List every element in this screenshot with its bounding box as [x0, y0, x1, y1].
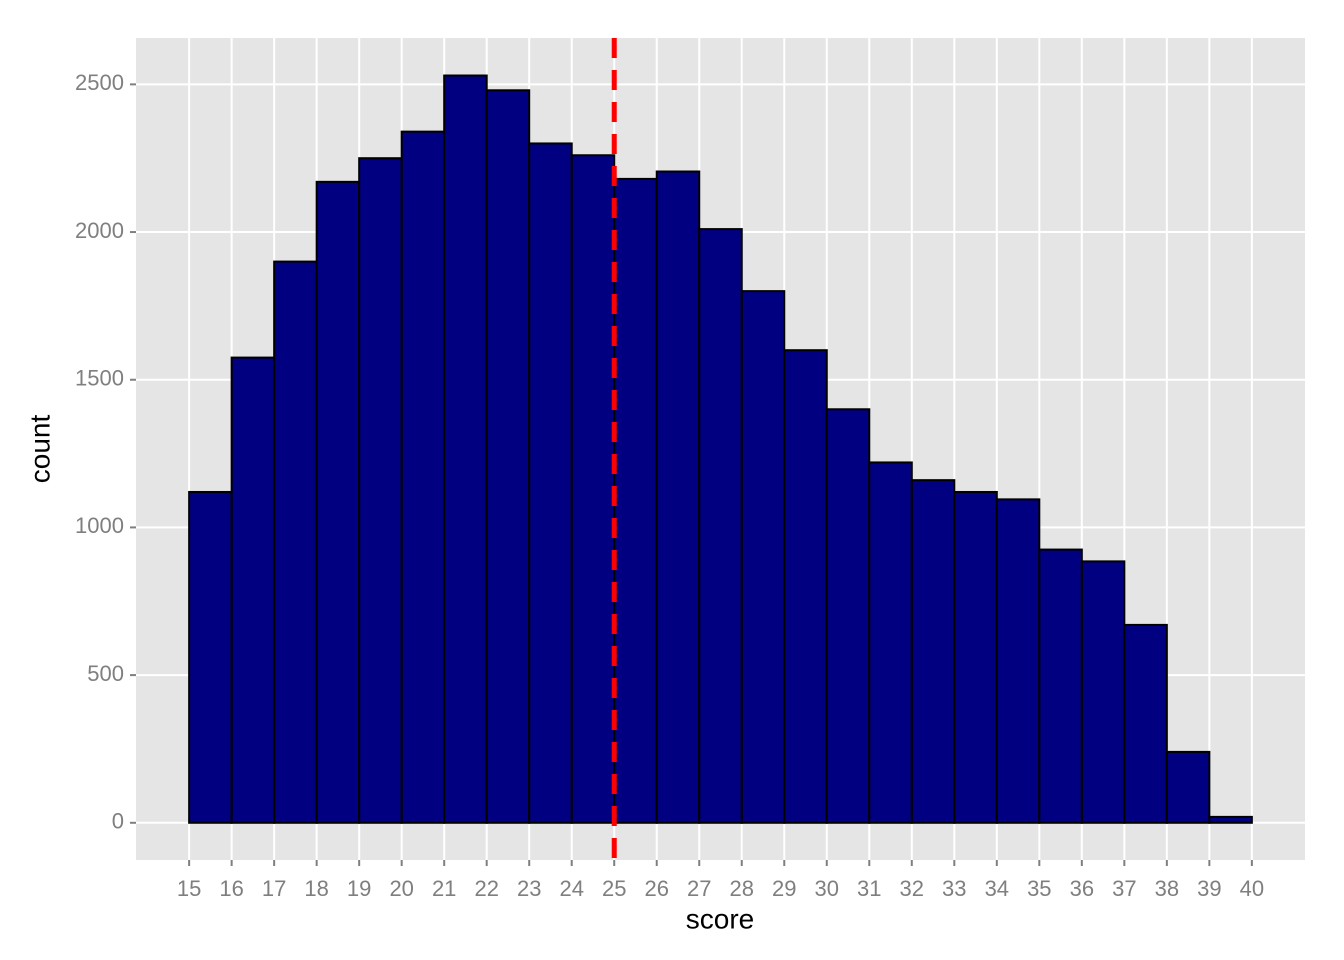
bar: [230, 356, 276, 824]
bar: [868, 461, 913, 824]
y-tick-label: 2000: [75, 218, 124, 243]
x-tick-label: 16: [219, 876, 243, 901]
y-tick-label: 0: [112, 809, 124, 834]
bar: [740, 290, 786, 824]
x-tick-label: 18: [304, 876, 328, 901]
x-tick-label: 15: [177, 876, 201, 901]
x-tick-label: 39: [1197, 876, 1221, 901]
y-tick-label: 1500: [75, 366, 124, 391]
x-axis-title: score: [686, 903, 754, 934]
x-tick-label: 20: [389, 876, 413, 901]
x-tick-label: 34: [985, 876, 1009, 901]
x-tick-label: 23: [517, 876, 541, 901]
bar: [315, 180, 361, 824]
x-tick-label: 33: [942, 876, 966, 901]
bar: [1038, 548, 1083, 824]
x-tick-label: 21: [432, 876, 456, 901]
bar: [655, 170, 701, 824]
bar: [358, 157, 403, 824]
x-tick-label: 35: [1027, 876, 1051, 901]
x-tick-label: 36: [1070, 876, 1094, 901]
x-tick-label: 19: [347, 876, 371, 901]
x-tick-label: 31: [857, 876, 881, 901]
y-tick-label: 500: [87, 661, 124, 686]
x-tick-label: 22: [474, 876, 498, 901]
bar: [443, 74, 488, 824]
bar: [1080, 560, 1126, 824]
bar: [570, 154, 616, 824]
bar: [1165, 750, 1211, 824]
x-tick-label: 37: [1112, 876, 1136, 901]
bar: [1208, 815, 1253, 824]
bar: [1123, 623, 1168, 824]
bar: [273, 260, 318, 824]
x-tick-label: 40: [1240, 876, 1264, 901]
x-tick-label: 27: [687, 876, 711, 901]
x-tick-label: 32: [900, 876, 924, 901]
bar: [995, 498, 1041, 824]
bar: [910, 479, 956, 824]
y-tick-label: 1000: [75, 513, 124, 538]
x-tick-label: 24: [559, 876, 583, 901]
bar: [698, 228, 743, 824]
bar: [953, 490, 998, 824]
bar: [485, 89, 531, 824]
bar: [783, 349, 828, 824]
x-tick-label: 29: [772, 876, 796, 901]
x-tick-label: 30: [815, 876, 839, 901]
x-tick-label: 38: [1155, 876, 1179, 901]
x-tick-label: 25: [602, 876, 626, 901]
x-tick-label: 28: [730, 876, 754, 901]
bar: [825, 408, 871, 824]
x-tick-label: 26: [644, 876, 668, 901]
bar: [400, 130, 446, 824]
y-axis-title: count: [24, 415, 55, 484]
bar: [528, 142, 573, 824]
bar: [188, 490, 233, 824]
bar: [613, 177, 658, 824]
x-tick-label: 17: [262, 876, 286, 901]
y-tick-label: 2500: [75, 70, 124, 95]
